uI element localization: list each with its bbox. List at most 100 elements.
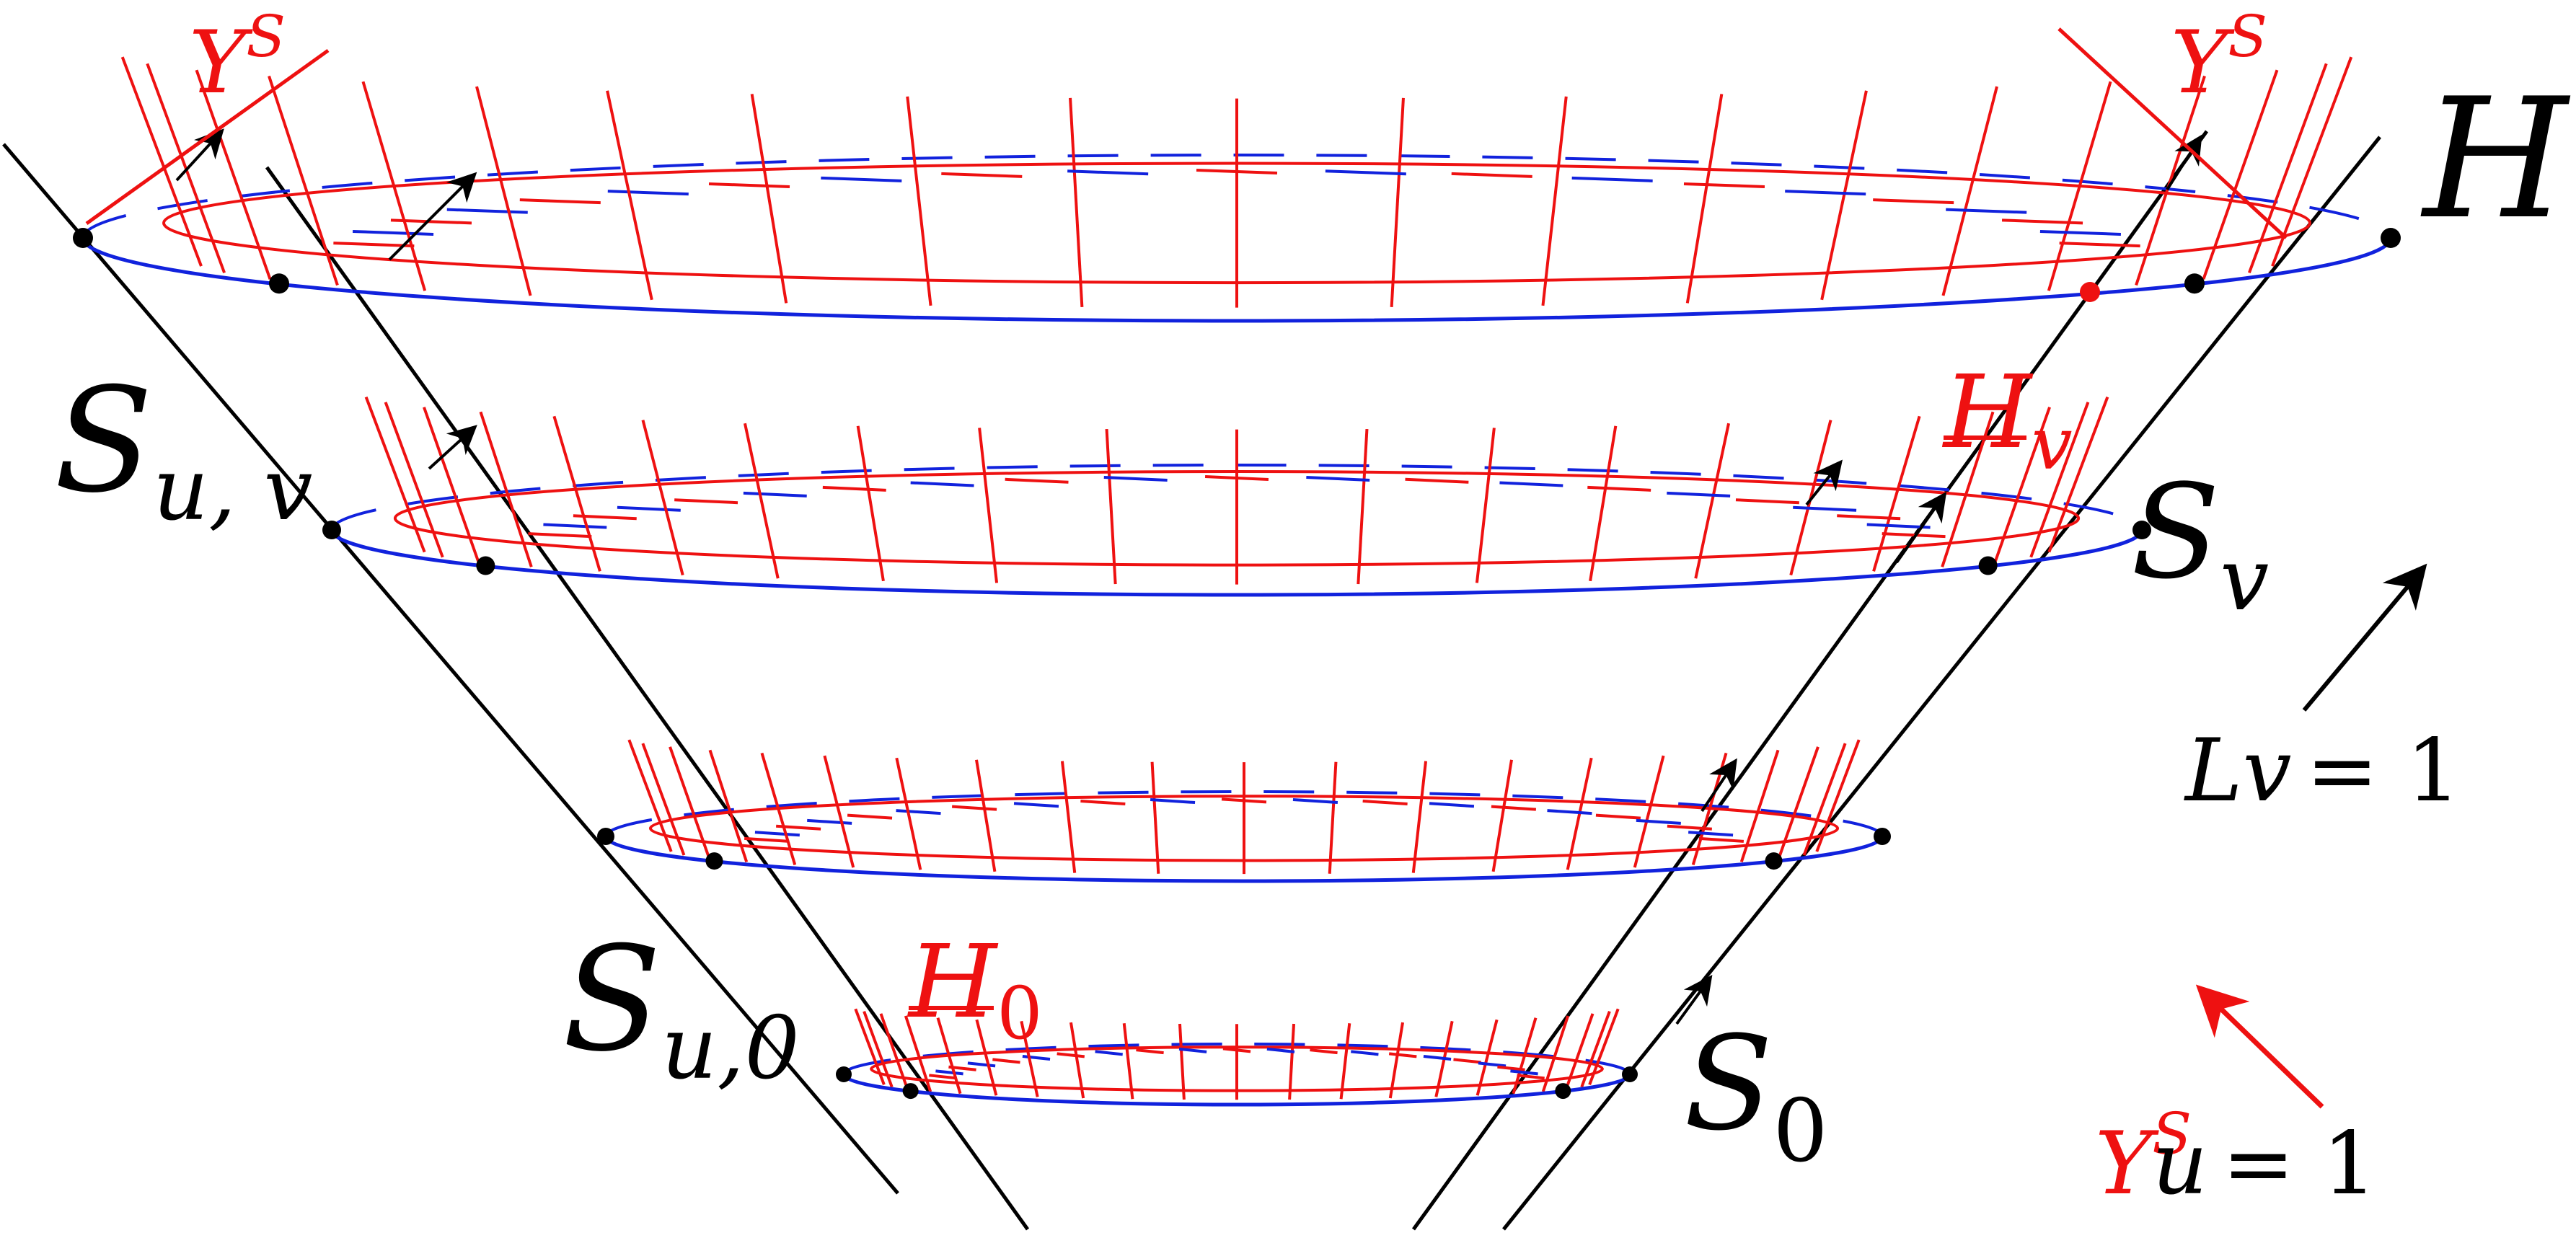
back-dash: [1005, 477, 1069, 484]
transversal-line: [195, 69, 272, 280]
inner-intersection-dot: [902, 1083, 919, 1100]
transversal-line: [975, 1019, 998, 1096]
transversal-line: [1580, 1010, 1611, 1088]
back-dash: [1510, 1069, 1538, 1076]
back-dash: [1150, 798, 1196, 805]
back-dash: [708, 182, 790, 188]
transversal-line: [641, 420, 684, 576]
inner-intersection-dot: [1765, 852, 1783, 870]
back-dash: [1571, 176, 1653, 182]
back-dash: [1080, 800, 1126, 806]
back-dash: [1013, 802, 1059, 808]
outer-intersection-dot: [322, 521, 341, 539]
transversal-line: [978, 428, 999, 583]
back-dash: [1837, 514, 1901, 521]
back-dash: [1547, 809, 1592, 815]
transversal-line: [1357, 428, 1369, 585]
arrow-bottom-right: [1675, 975, 1713, 1025]
back-dash: [822, 485, 886, 492]
outer-left-generator: [2, 143, 899, 1195]
back-dash: [1351, 1050, 1379, 1056]
transversal-line: [1339, 1023, 1351, 1100]
back-dash: [1178, 1047, 1207, 1053]
transversal-line: [1815, 739, 1861, 852]
transversal-line: [606, 90, 653, 301]
back-dash: [1499, 481, 1563, 487]
inner-intersection-dot: [2184, 273, 2205, 294]
label-y-top-left: YS: [189, 3, 286, 113]
transversal-line: [879, 1013, 909, 1090]
transversal-line: [1178, 1023, 1186, 1100]
back-dash: [1204, 475, 1269, 481]
back-dash: [1785, 190, 1866, 196]
back-dash: [1429, 802, 1475, 808]
section-v: [322, 396, 2151, 597]
back-dash: [744, 836, 790, 843]
back-dash: [1325, 169, 1406, 176]
transversal-line: [361, 81, 427, 291]
transversal-line: [2202, 69, 2279, 280]
transversal-line: [708, 749, 749, 862]
back-dash: [1636, 818, 1681, 825]
back-dash: [847, 813, 893, 820]
lv-legend-arrow: [2302, 563, 2427, 712]
back-dash: [935, 1069, 963, 1076]
transversal-line: [641, 743, 686, 856]
arrow-upper-left-outer: [175, 128, 224, 182]
section-0: [836, 1008, 1638, 1107]
inner-intersection-dot: [1555, 1083, 1571, 1100]
outer-intersection-dot: [1622, 1066, 1638, 1082]
back-dash: [446, 208, 528, 214]
back-dash: [910, 481, 974, 487]
back-dash: [1136, 1048, 1164, 1055]
transversal-line: [1390, 97, 1405, 308]
outer-intersection-dot: [836, 1066, 852, 1082]
inner-intersection-dot: [476, 556, 495, 575]
transversal-line: [906, 96, 932, 306]
back-dash: [1103, 475, 1168, 482]
transversal-line: [975, 759, 997, 872]
transversal-line: [268, 75, 339, 286]
back-dash: [1405, 477, 1469, 484]
back-dash: [1688, 831, 1734, 837]
transversal-line: [2248, 63, 2328, 274]
outer-intersection-dot: [597, 828, 614, 845]
label-lv-eq: Lv = 1: [2184, 721, 2461, 821]
transversal-line: [854, 1008, 886, 1086]
transversal-line: [552, 415, 601, 572]
transversal-line: [1476, 1019, 1499, 1096]
transversal-line: [1122, 1023, 1134, 1100]
back-dash: [353, 229, 434, 236]
back-dash: [992, 1058, 1020, 1064]
back-dash: [543, 523, 607, 529]
transversal-line: [475, 86, 532, 296]
back-dash: [1587, 485, 1651, 492]
section-back-arc: [604, 790, 1884, 837]
back-dash: [1266, 1047, 1295, 1053]
back-dash: [2039, 229, 2121, 236]
labels: YS YS H Hv H0 Su, v Su,0 Sv S0 Lv = 1 YSu…: [54, 3, 2571, 1214]
outer-intersection-dot: [2132, 521, 2151, 539]
transversal-line: [1541, 96, 1568, 306]
transversal-line: [1150, 761, 1160, 874]
transversal-line: [1105, 428, 1117, 585]
back-dash: [896, 809, 941, 815]
transversal-line: [936, 1017, 962, 1095]
back-dash: [1306, 475, 1370, 482]
section-front-arc: [81, 237, 2393, 323]
transversal-line: [384, 402, 444, 558]
transversal-line: [2271, 56, 2353, 267]
back-dash: [1067, 169, 1149, 176]
transversal-line: [120, 56, 203, 267]
inner-intersection-dot: [705, 852, 723, 870]
arrow-mid-right-2: [1805, 459, 1843, 506]
arrow-low-right: [1701, 758, 1737, 813]
back-dash: [528, 532, 592, 539]
arrow-mid-right: [1895, 491, 1947, 564]
label-S-v: Sv: [2131, 457, 2269, 630]
back-dash: [1866, 523, 1931, 529]
back-dash: [1057, 1052, 1085, 1058]
inner-right-generator: [1411, 130, 2209, 1231]
transversal-line: [750, 94, 788, 304]
